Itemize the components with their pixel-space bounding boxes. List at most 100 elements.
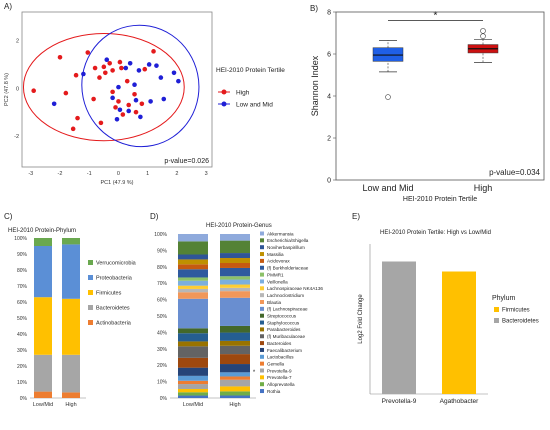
stacked-bar-segment	[178, 254, 208, 260]
stacked-bar-segment	[62, 354, 80, 393]
data-point	[117, 107, 123, 113]
y-tick-label: 100%	[14, 236, 27, 242]
legend-swatch	[260, 245, 264, 250]
stacked-bar-segment	[220, 262, 250, 268]
stacked-bar-segment	[62, 244, 80, 299]
stacked-bar-segment	[220, 395, 250, 398]
stacked-bar-segment	[34, 238, 52, 246]
x-category-label: Low and Mid	[362, 183, 413, 193]
stacked-bar-segment	[220, 253, 250, 259]
x-category-label: Low/Mid	[183, 402, 203, 408]
data-point	[154, 63, 159, 68]
legend-swatch	[88, 305, 93, 310]
x-category-label: Agathobacter	[440, 398, 480, 405]
legend-swatch	[260, 265, 264, 270]
data-point	[116, 84, 121, 90]
x-tick-label: -2	[58, 171, 63, 177]
chart-title: HEI-2010 Protein Tertile: High vs Low/Mi…	[380, 230, 491, 236]
confidence-ellipse	[22, 32, 185, 142]
legend-label: Staphylococcus	[267, 320, 300, 325]
stacked-bar-segment	[178, 357, 208, 368]
data-point	[101, 64, 107, 70]
data-point	[63, 90, 69, 96]
legend-swatch	[260, 375, 264, 380]
stacked-bar-segment	[178, 388, 208, 393]
legend-swatch	[260, 389, 264, 394]
y-tick-label: 50%	[17, 316, 28, 322]
y-tick-label: 80%	[157, 265, 168, 271]
legend-label: Verrucomicrobia	[96, 261, 137, 267]
legend-swatch	[494, 307, 499, 312]
stacked-bar-segment	[220, 258, 250, 263]
y-tick-label: 0%	[20, 396, 28, 402]
legend-label: Akkermansia	[267, 231, 294, 236]
legend-swatch	[260, 293, 264, 298]
stacked-bar-segment	[220, 284, 250, 288]
data-point	[133, 97, 139, 103]
legend-title: Phylum	[492, 295, 516, 302]
stacked-bar-segment	[220, 372, 250, 377]
legend-label: Bacteroides	[267, 341, 292, 346]
stacked-bar-segment	[178, 259, 208, 265]
y-tick-label: 40%	[157, 330, 168, 336]
data-point	[97, 75, 102, 80]
legend-swatch	[260, 238, 264, 243]
legend-label: Prevotella-7	[267, 375, 292, 380]
y-tick-label: 30%	[17, 348, 28, 354]
x-tick-label: 0	[117, 171, 120, 177]
data-point	[92, 65, 98, 71]
data-point	[176, 78, 181, 84]
y-axis-label: Log2 Fold Change	[358, 294, 364, 344]
stacked-bar-segment	[220, 276, 250, 280]
y-tick-label: 50%	[157, 314, 168, 320]
x-tick-label: -1	[87, 171, 92, 177]
x-category-label: High	[65, 402, 76, 408]
confidence-ellipse	[81, 24, 200, 148]
stacked-bar-segment	[178, 280, 208, 286]
legend-title: HEI-2010 Protein Tertile	[216, 67, 285, 74]
data-point	[120, 112, 126, 117]
outlier-point	[480, 33, 486, 39]
legend-label: Lachnoclostridium	[267, 293, 304, 298]
legend-label: Faecalibacterium	[267, 348, 302, 353]
stacked-bar-segment	[34, 354, 52, 392]
data-point	[85, 50, 91, 55]
data-point	[127, 60, 133, 66]
legend-swatch	[260, 320, 264, 325]
plot-frame	[335, 11, 545, 181]
panel-letter-b: B)	[310, 4, 318, 13]
bar	[442, 271, 476, 394]
stacked-bar-segment	[178, 346, 208, 358]
stacked-bar-segment	[178, 264, 208, 270]
legend-swatch	[494, 318, 499, 323]
bar	[382, 261, 416, 394]
stacked-bar-segment	[178, 384, 208, 389]
legend-label: Acidovorax	[267, 259, 290, 264]
x-tick-label: 2	[175, 171, 178, 177]
stacked-bar-segment	[34, 391, 52, 398]
stacked-bar-segment	[178, 341, 208, 347]
data-point	[114, 117, 120, 122]
legend-swatch	[260, 327, 264, 332]
data-point	[103, 70, 108, 76]
legend-swatch	[260, 368, 264, 373]
legend-label: (f) Lachnospiraceae	[267, 307, 308, 312]
stacked-bar-segment	[220, 267, 250, 277]
stacked-bar-segment	[220, 391, 250, 396]
outlier-point	[480, 28, 486, 34]
legend-label: Parabacteroides	[267, 327, 301, 332]
legend-label: Veillonella	[267, 279, 288, 284]
data-point	[126, 102, 131, 108]
legend-swatch	[260, 252, 264, 257]
legend-label: Gemella	[267, 361, 285, 366]
legend-label: Actinobacteria	[96, 321, 132, 327]
y-tick-label: 6	[327, 52, 331, 59]
legend-swatch	[260, 300, 264, 304]
x-category-label: High	[474, 183, 493, 193]
stacked-bar-segment	[178, 380, 208, 385]
y-tick-label: 70%	[157, 281, 168, 287]
data-point	[142, 66, 148, 72]
phylum-stacked-bar-chart: HEI-2010 Protein-Phylum 0% 10% 20% 30% 40% 50%…	[8, 228, 137, 408]
data-point	[91, 96, 96, 102]
stacked-bar-segment	[178, 285, 208, 289]
